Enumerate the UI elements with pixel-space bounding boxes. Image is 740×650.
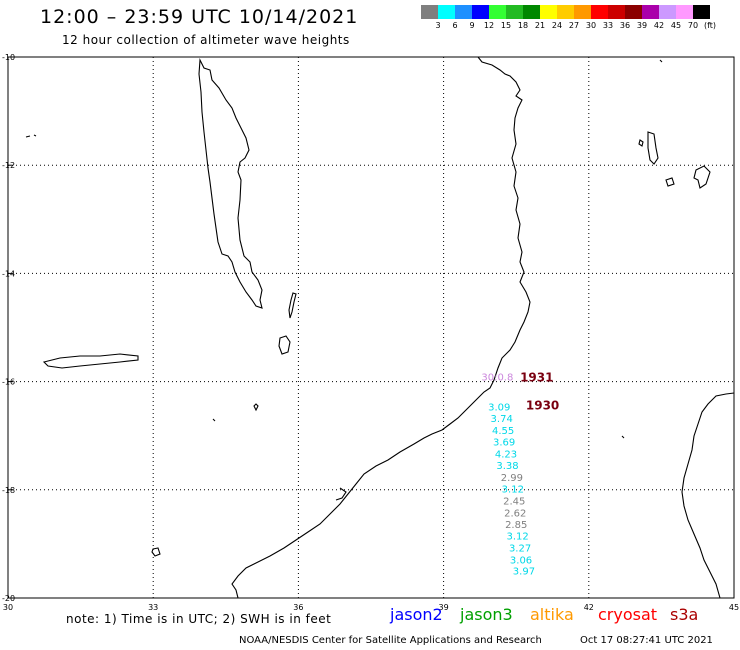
longitude-label: 33 xyxy=(148,603,158,612)
map-title: 12:00 – 23:59 UTC 10/14/2021 xyxy=(40,6,359,28)
map-subtitle: 12 hour collection of altimeter wave hei… xyxy=(62,33,350,47)
small-lake-outline xyxy=(253,403,259,412)
color-scale-label: 33 xyxy=(602,21,614,30)
color-swatch xyxy=(608,5,625,19)
color-scale-label: (ft) xyxy=(703,21,717,30)
satellite-legend-s3a: s3a xyxy=(670,605,699,624)
color-swatch xyxy=(540,5,557,19)
wave-height-value: 3.12 xyxy=(502,485,524,496)
color-scale-label: 39 xyxy=(636,21,648,30)
color-swatch xyxy=(455,5,472,19)
wave-height-value: 3.06 xyxy=(510,555,532,566)
coastline-zambezi-delta xyxy=(335,487,347,501)
lake-malawi-outline xyxy=(198,57,263,309)
color-scale-label: 21 xyxy=(534,21,546,30)
color-scale-labels: 3 6 9 12 15 18 21 24 27 30 33 36 39 42 45 70 (ft) xyxy=(421,19,735,33)
color-swatch xyxy=(523,5,540,19)
longitude-label: 39 xyxy=(439,603,449,612)
map-frame xyxy=(7,56,735,599)
satellite-legend-jason3: jason3 xyxy=(460,605,513,624)
wave-height-value: 3.12 xyxy=(507,532,529,543)
color-swatch xyxy=(659,5,676,19)
comoros-island-moheli xyxy=(638,139,644,147)
color-scale-label: 42 xyxy=(653,21,665,30)
wave-height-value: 3.27 xyxy=(509,543,531,554)
color-swatch xyxy=(421,5,438,19)
coastlines xyxy=(25,56,735,599)
coastline-east-africa xyxy=(231,56,531,599)
small-lake-outline-2 xyxy=(151,547,161,557)
color-scale-label: 15 xyxy=(500,21,512,30)
color-scale-label: 18 xyxy=(517,21,529,30)
coastline-madagascar xyxy=(681,392,735,599)
comoros-island-grande xyxy=(647,131,659,165)
color-swatch xyxy=(506,5,523,19)
small-island-2 xyxy=(659,59,663,63)
faint-wave-height-value: 30:0.8 xyxy=(481,373,513,384)
wave-height-value: 3.74 xyxy=(491,414,513,425)
wave-height-value: 2.62 xyxy=(504,508,526,519)
color-swatch xyxy=(591,5,608,19)
longitude-label: 42 xyxy=(584,603,594,612)
wave-height-value: 2.85 xyxy=(505,520,527,531)
pass-time-label: 1930 xyxy=(526,399,559,413)
wave-height-value: 3.97 xyxy=(513,567,535,578)
color-scale-swatches xyxy=(421,5,735,19)
color-scale-label: 45 xyxy=(670,21,682,30)
small-lake-outline-3 xyxy=(25,134,37,138)
color-scale-label: 9 xyxy=(469,21,475,30)
generated-timestamp: Oct 17 08:27:41 UTC 2021 xyxy=(580,635,713,646)
graticule xyxy=(8,57,734,598)
color-swatch xyxy=(676,5,693,19)
wave-height-value: 4.23 xyxy=(495,449,517,460)
wave-height-observations: 3.093.744.553.694.233.382.993.122.452.62… xyxy=(481,371,559,578)
color-scale-label: 27 xyxy=(568,21,580,30)
small-island xyxy=(621,435,625,439)
wave-height-value: 3.38 xyxy=(496,461,518,472)
comoros-island-anjouan xyxy=(665,177,675,187)
lake-malombe-outline xyxy=(288,292,297,319)
wave-height-value: 3.69 xyxy=(493,437,515,448)
color-scale-label: 70 xyxy=(687,21,699,30)
satellite-legend-altika: altika xyxy=(530,605,574,624)
color-scale-label: 3 xyxy=(435,21,441,30)
longitude-label: 36 xyxy=(293,603,303,612)
wave-height-value: 3.09 xyxy=(488,402,510,413)
color-swatch xyxy=(642,5,659,19)
color-swatch xyxy=(557,5,574,19)
satellite-legend-jason2: jason2 xyxy=(390,605,443,624)
satellite-legend-cryosat: cryosat xyxy=(598,605,658,624)
color-swatch xyxy=(693,5,710,19)
color-scale-label: 6 xyxy=(452,21,458,30)
wave-height-value: 4.55 xyxy=(492,426,514,437)
color-scale-label: 12 xyxy=(483,21,495,30)
wave-height-value: 2.99 xyxy=(501,473,523,484)
color-scale-label: 30 xyxy=(585,21,597,30)
small-lake-outline-4 xyxy=(212,418,216,422)
mayotte-island xyxy=(693,165,711,189)
longitude-label: 30 xyxy=(3,603,13,612)
color-swatch xyxy=(625,5,642,19)
wave-height-value: 2.45 xyxy=(503,496,525,507)
color-scale-label: 24 xyxy=(551,21,563,30)
credit-line: NOAA/NESDIS Center for Satellite Applica… xyxy=(239,635,542,646)
color-scale-label: 36 xyxy=(619,21,631,30)
lake-cahora-bassa-outline xyxy=(42,353,139,369)
pass-time-label: 1931 xyxy=(520,371,553,385)
footnote: note: 1) Time is in UTC; 2) SWH is in fe… xyxy=(66,612,332,626)
longitude-label: 45 xyxy=(729,603,739,612)
wave-height-color-scale: 3 6 9 12 15 18 21 24 27 30 33 36 39 42 45 70 (ft) xyxy=(421,5,735,35)
color-swatch xyxy=(574,5,591,19)
color-swatch xyxy=(472,5,489,19)
lake-chilwa-outline xyxy=(278,335,291,355)
color-swatch xyxy=(438,5,455,19)
color-swatch xyxy=(489,5,506,19)
